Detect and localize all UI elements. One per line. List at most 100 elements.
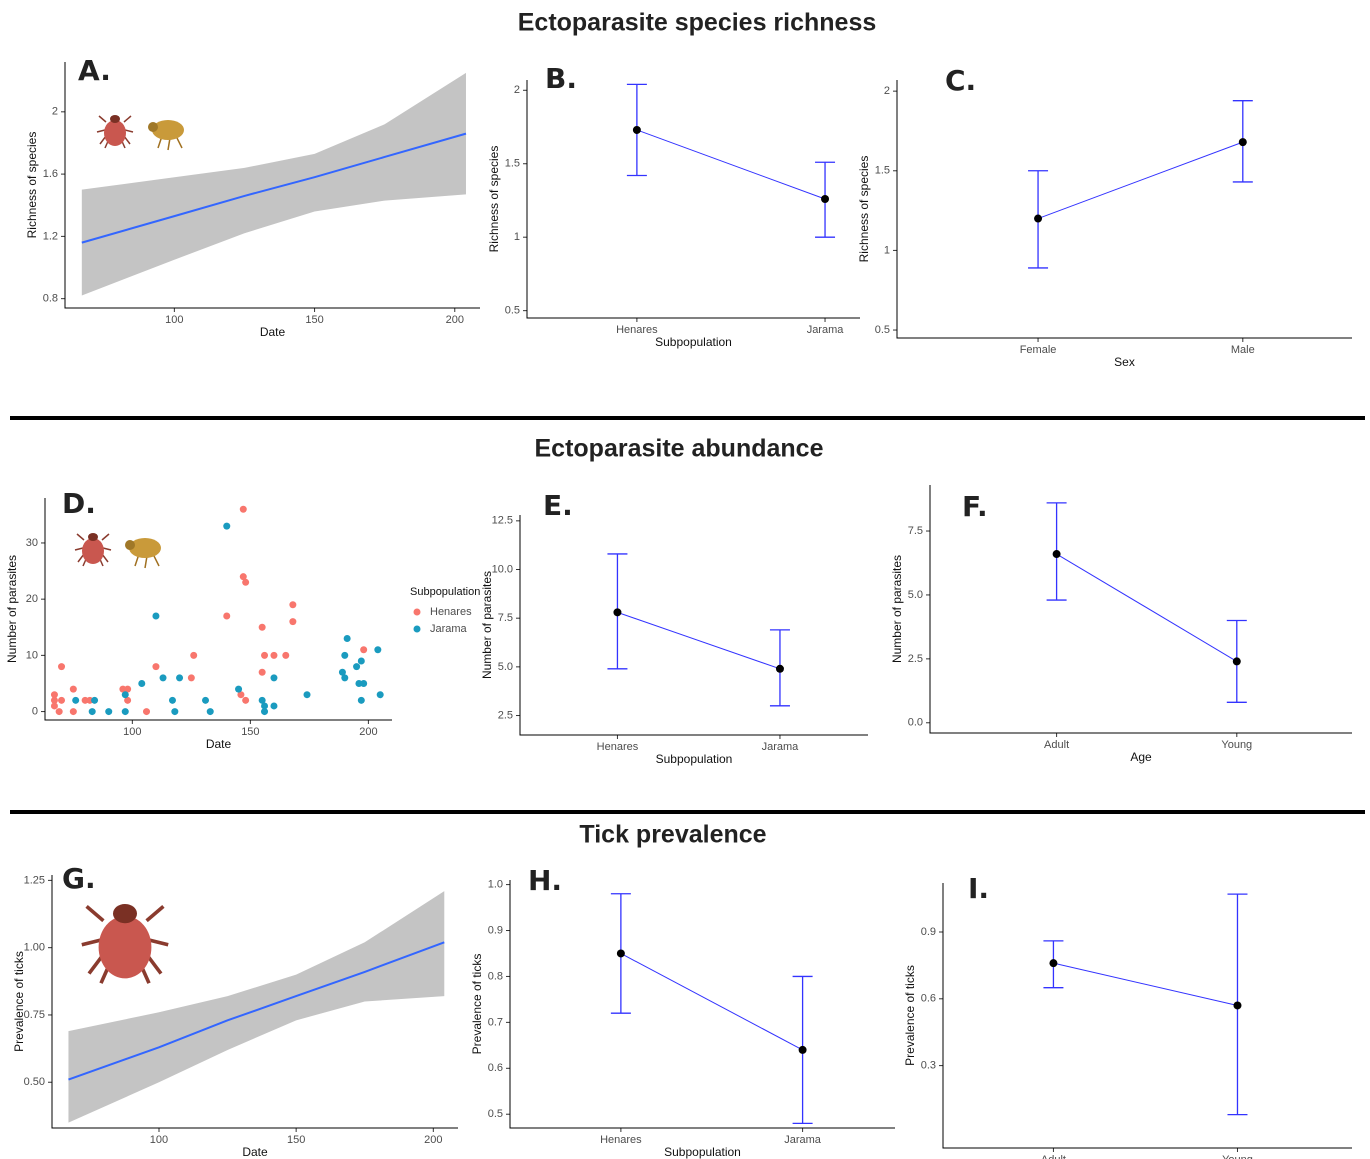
point: [270, 702, 278, 710]
y-tick-label: 30: [26, 537, 38, 549]
point: [239, 505, 247, 513]
x-tick-label: Adult: [1041, 1154, 1066, 1159]
point: [632, 125, 641, 134]
axis-line: [509, 880, 895, 1129]
flea-leg: [167, 137, 171, 151]
panel-label: D.: [62, 487, 96, 520]
panel-label: C.: [945, 64, 976, 97]
point: [798, 1045, 807, 1054]
point: [143, 708, 151, 716]
point: [353, 663, 361, 671]
point: [202, 696, 210, 704]
y-axis-title: Prevalence of ticks: [903, 965, 917, 1066]
point: [270, 651, 278, 659]
x-axis-title: Date: [206, 737, 232, 751]
x-tick-label: Henares: [600, 1134, 642, 1146]
y-tick-label: 1.2: [43, 230, 58, 242]
point: [357, 696, 365, 704]
tick-leg: [74, 547, 84, 551]
x-tick-label: 100: [123, 726, 141, 738]
tick-head: [110, 115, 120, 123]
point: [360, 679, 368, 687]
x-tick-label: 100: [165, 314, 183, 326]
point: [616, 949, 625, 958]
point: [50, 696, 58, 704]
point: [1233, 1001, 1242, 1010]
tick-icon: [74, 533, 112, 567]
y-tick-label: 0.8: [488, 970, 503, 982]
point: [343, 635, 351, 643]
legend-title: Subpopulation: [410, 586, 480, 598]
x-tick-label: Jarama: [784, 1134, 822, 1146]
point: [376, 691, 384, 699]
point: [190, 651, 198, 659]
x-tick-label: Jarama: [807, 324, 845, 336]
y-tick-label: 0.9: [488, 924, 503, 936]
section-title: Ectoparasite abundance: [535, 435, 824, 463]
connector: [620, 953, 803, 1051]
y-tick-label: 0.50: [24, 1076, 45, 1088]
x-tick-label: Young: [1221, 739, 1252, 751]
y-tick-label: 0.5: [505, 305, 520, 317]
point: [270, 674, 278, 682]
y-axis-title: Number of parasites: [890, 555, 904, 663]
point: [206, 708, 214, 716]
tick-head: [113, 904, 137, 924]
legend-swatch: [413, 608, 421, 616]
x-axis-title: Age: [1130, 750, 1152, 764]
legend-label: Henares: [430, 606, 472, 618]
flea-head: [148, 122, 158, 132]
panel-label: B.: [545, 62, 577, 95]
point: [282, 651, 290, 659]
point: [187, 674, 195, 682]
tick-body: [82, 538, 104, 564]
y-tick-label: 12.5: [492, 515, 513, 527]
tick-body: [98, 916, 152, 979]
x-axis-title: Sex: [1114, 355, 1135, 369]
y-axis-title: Prevalence of ticks: [12, 951, 26, 1052]
y-tick-label: 7.5: [908, 525, 923, 537]
y-tick-label: 0.9: [921, 926, 936, 938]
x-tick-label: Jarama: [762, 741, 800, 753]
point: [50, 702, 58, 710]
x-tick-label: 150: [241, 726, 259, 738]
x-tick-label: 200: [446, 314, 464, 326]
x-tick-label: Young: [1222, 1154, 1253, 1159]
panel-label: E.: [543, 489, 573, 522]
y-tick-label: 1.25: [24, 874, 45, 886]
x-tick-label: Adult: [1044, 739, 1069, 751]
y-tick-label: 1.6: [43, 168, 58, 180]
point: [168, 696, 176, 704]
panel-label: G.: [62, 862, 96, 895]
tick-leg: [76, 533, 85, 541]
confidence-band: [68, 891, 445, 1123]
tick-leg: [101, 533, 110, 541]
flea-icon: [125, 538, 161, 569]
y-tick-label: 1.5: [505, 158, 520, 170]
x-axis-title: Subpopulation: [655, 335, 732, 349]
connector: [636, 129, 826, 200]
point: [105, 708, 113, 716]
point: [1232, 657, 1241, 666]
point: [239, 573, 247, 581]
point: [223, 522, 231, 530]
point: [258, 668, 266, 676]
axis-line: [44, 498, 392, 721]
x-axis-title: Date: [260, 325, 286, 339]
point: [152, 612, 160, 620]
point: [289, 601, 297, 609]
tick-icon: [96, 115, 134, 149]
tick-leg: [123, 115, 132, 123]
y-tick-label: 0.5: [488, 1108, 503, 1120]
point: [72, 696, 80, 704]
point: [261, 702, 269, 710]
y-tick-label: 0.3: [921, 1060, 936, 1072]
y-tick-label: 1: [514, 231, 520, 243]
panel-label: H.: [528, 864, 562, 897]
y-axis-title: Richness of species: [25, 132, 39, 239]
point: [124, 696, 132, 704]
section-title: Ectoparasite species richness: [518, 9, 877, 37]
y-axis-title: Richness of species: [857, 156, 871, 263]
y-tick-label: 2: [514, 84, 520, 96]
